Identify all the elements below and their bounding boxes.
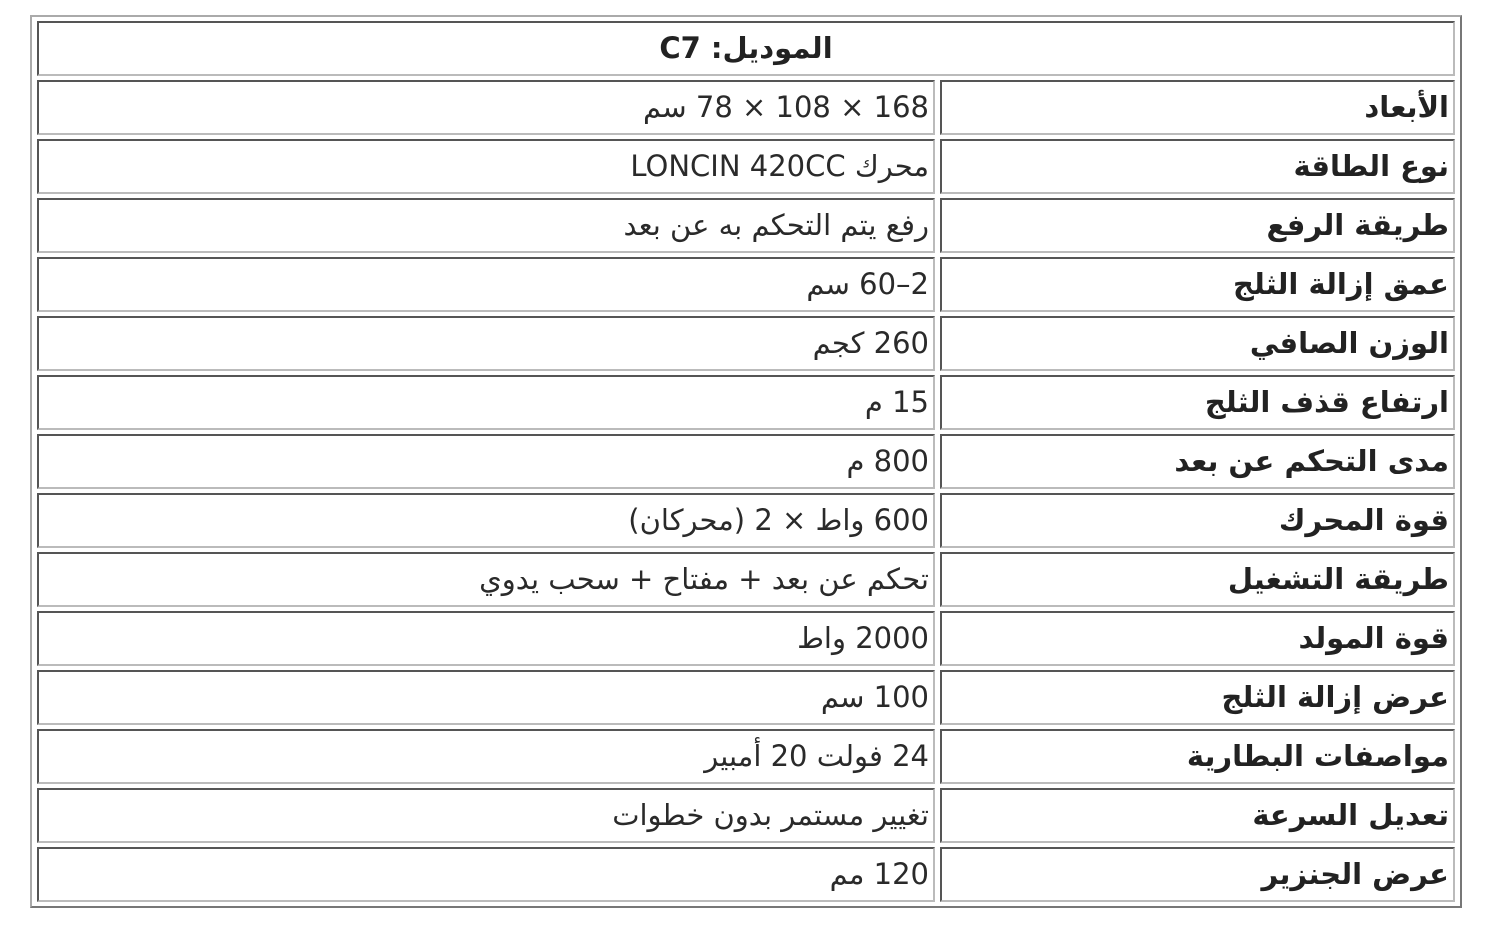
table-row: الوزن الصافي 260 كجم (37, 316, 1455, 371)
spec-label: طريقة الرفع (940, 198, 1455, 253)
table-row: عرض الجنزير 120 مم (37, 847, 1455, 902)
spec-label: قوة المحرك (940, 493, 1455, 548)
table-row: نوع الطاقة محرك LONCIN 420CC (37, 139, 1455, 194)
spec-value: 260 كجم (37, 316, 935, 371)
table-row: الأبعاد 168 × 108 × 78 سم (37, 80, 1455, 135)
table-row: عرض إزالة الثلج 100 سم (37, 670, 1455, 725)
table-row: طريقة الرفع رفع يتم التحكم به عن بعد (37, 198, 1455, 253)
table-row: تعديل السرعة تغيير مستمر بدون خطوات (37, 788, 1455, 843)
spec-value: 2000 واط (37, 611, 935, 666)
spec-value: 100 سم (37, 670, 935, 725)
spec-value: 24 فولت 20 أمبير (37, 729, 935, 784)
spec-value: 2–60 سم (37, 257, 935, 312)
spec-label: عرض الجنزير (940, 847, 1455, 902)
spec-value: 15 م (37, 375, 935, 430)
table-row: عمق إزالة الثلج 2–60 سم (37, 257, 1455, 312)
table-row: قوة المحرك 600 واط × 2 (محركان) (37, 493, 1455, 548)
spec-label: نوع الطاقة (940, 139, 1455, 194)
spec-value: 600 واط × 2 (محركان) (37, 493, 935, 548)
spec-label: مواصفات البطارية (940, 729, 1455, 784)
spec-label: الوزن الصافي (940, 316, 1455, 371)
spec-value: محرك LONCIN 420CC (37, 139, 935, 194)
table-row: مواصفات البطارية 24 فولت 20 أمبير (37, 729, 1455, 784)
spec-value: 800 م (37, 434, 935, 489)
spec-label: قوة المولد (940, 611, 1455, 666)
table-row: طريقة التشغيل تحكم عن بعد + مفتاح + سحب ي… (37, 552, 1455, 607)
spec-value: 120 مم (37, 847, 935, 902)
spec-label: ارتفاع قذف الثلج (940, 375, 1455, 430)
spec-label: تعديل السرعة (940, 788, 1455, 843)
spec-value: 168 × 108 × 78 سم (37, 80, 935, 135)
table-row: مدى التحكم عن بعد 800 م (37, 434, 1455, 489)
spec-label: الأبعاد (940, 80, 1455, 135)
spec-value: تغيير مستمر بدون خطوات (37, 788, 935, 843)
spec-label: مدى التحكم عن بعد (940, 434, 1455, 489)
spec-label: عرض إزالة الثلج (940, 670, 1455, 725)
spec-table: الموديل: C7 الأبعاد 168 × 108 × 78 سم نوع … (30, 15, 1462, 908)
spec-value: رفع يتم التحكم به عن بعد (37, 198, 935, 253)
spec-value: تحكم عن بعد + مفتاح + سحب يدوي (37, 552, 935, 607)
table-row: قوة المولد 2000 واط (37, 611, 1455, 666)
spec-label: طريقة التشغيل (940, 552, 1455, 607)
model-header: الموديل: C7 (37, 21, 1455, 76)
header-row: الموديل: C7 (37, 21, 1455, 76)
table-row: ارتفاع قذف الثلج 15 م (37, 375, 1455, 430)
spec-label: عمق إزالة الثلج (940, 257, 1455, 312)
